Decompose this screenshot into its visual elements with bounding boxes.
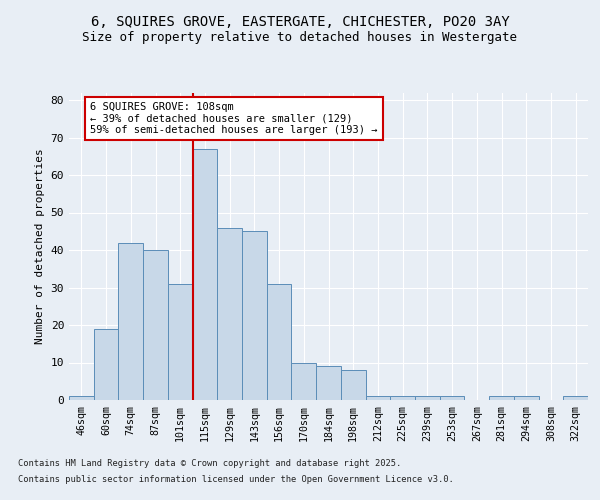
Bar [193,149,217,400]
Bar [217,228,242,400]
Bar [168,284,193,400]
Bar [94,329,118,400]
Bar [292,362,316,400]
Text: Size of property relative to detached houses in Westergate: Size of property relative to detached ho… [83,31,517,44]
Bar [242,231,267,400]
Text: Contains HM Land Registry data © Crown copyright and database right 2025.: Contains HM Land Registry data © Crown c… [18,460,401,468]
Bar [415,396,440,400]
Text: 6, SQUIRES GROVE, EASTERGATE, CHICHESTER, PO20 3AY: 6, SQUIRES GROVE, EASTERGATE, CHICHESTER… [91,16,509,30]
Bar [563,396,588,400]
Bar [365,396,390,400]
Bar [69,396,94,400]
Bar [390,396,415,400]
Bar [341,370,365,400]
Text: 6 SQUIRES GROVE: 108sqm
← 39% of detached houses are smaller (129)
59% of semi-d: 6 SQUIRES GROVE: 108sqm ← 39% of detache… [90,102,377,135]
Text: Contains public sector information licensed under the Open Government Licence v3: Contains public sector information licen… [18,476,454,484]
Bar [489,396,514,400]
Bar [267,284,292,400]
Y-axis label: Number of detached properties: Number of detached properties [35,148,45,344]
Bar [514,396,539,400]
Bar [118,242,143,400]
Bar [440,396,464,400]
Bar [316,366,341,400]
Bar [143,250,168,400]
